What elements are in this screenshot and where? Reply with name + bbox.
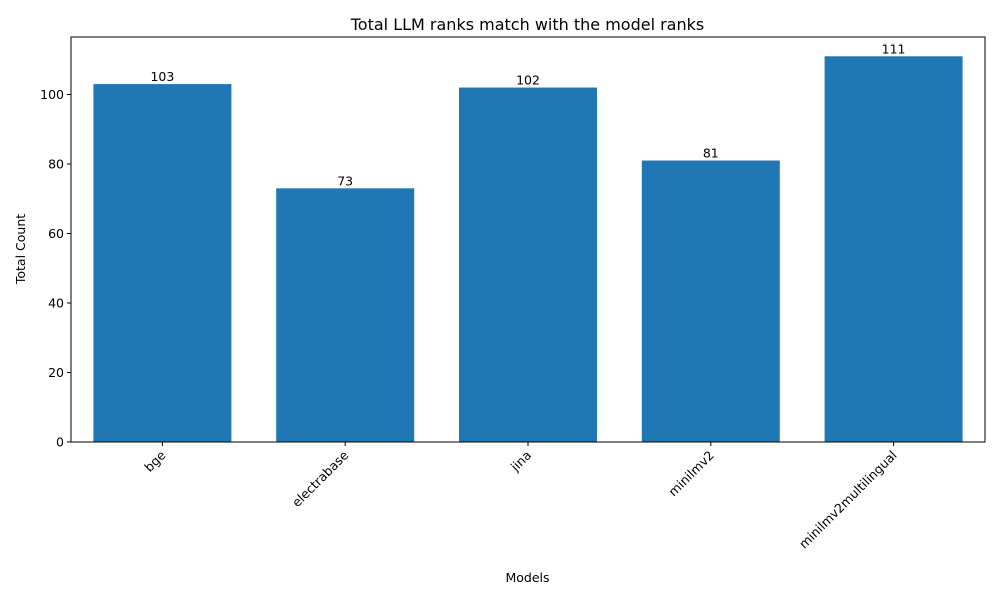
x-axis-label: Models [505,570,549,585]
x-axis: bge electrabase jina minilmv2 minilmv2multil… [141,442,900,552]
y-axis: 0 20 40 60 80 100 [40,87,71,450]
y-tick-label-40: 40 [48,296,64,311]
x-tick-label-minilmv2: minilmv2 [665,448,717,500]
x-tick-label-jina: jina [507,448,534,475]
bar-jina [459,87,597,442]
bars-group [93,56,963,443]
bar-minilmv2 [641,160,780,442]
y-tick-label-0: 0 [56,435,64,450]
bar-minilmv2multilingual [824,56,963,443]
y-tick-label-80: 80 [48,157,64,172]
data-labels-group: 103 73 102 81 111 [150,41,905,188]
data-label-bge: 103 [150,69,174,84]
bar-electrabase [276,188,415,442]
plot-frame [70,36,986,443]
y-axis-label: Total Count [13,214,28,285]
y-tick-label-20: 20 [48,365,64,380]
x-tick-label-bge: bge [141,447,168,474]
y-tick-label-100: 100 [40,87,64,102]
data-label-minilmv2multilingual: 111 [882,41,906,56]
data-label-electrabase: 73 [337,173,353,188]
x-tick-label-minilmv2multilingual: minilmv2multilingual [796,448,900,552]
bar-bge [93,84,232,442]
y-tick-label-60: 60 [48,226,64,241]
x-tick-label-electrabase: electrabase [289,447,352,510]
data-label-jina: 102 [516,73,540,88]
chart-title: Total LLM ranks match with the model ran… [350,15,704,34]
data-label-minilmv2: 81 [703,146,719,161]
